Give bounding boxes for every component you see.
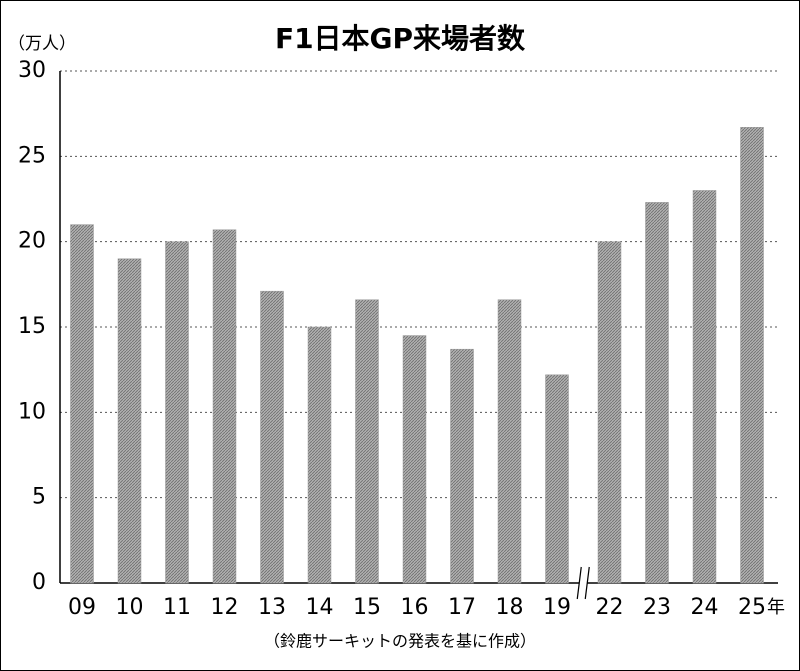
x-unit: 年 — [767, 597, 785, 618]
bar — [165, 241, 189, 584]
bar — [545, 374, 569, 584]
axis-break-gap — [579, 567, 588, 599]
bar — [70, 224, 94, 584]
y-tick-label: 5 — [32, 485, 46, 510]
x-tick-label: 22 — [596, 595, 624, 620]
chart-title: F1日本GP来場者数 — [275, 22, 526, 55]
x-tick-label: 18 — [496, 595, 524, 620]
x-tick-label: 10 — [116, 595, 144, 620]
bar — [645, 202, 669, 584]
y-tick-label: 25 — [18, 143, 46, 168]
x-tick-label: 13 — [258, 595, 286, 620]
x-tick-label: 24 — [691, 595, 719, 620]
bar — [692, 190, 717, 584]
source-note: （鈴鹿サーキットの発表を基に作成） — [264, 632, 536, 651]
axis-break — [576, 566, 582, 600]
y-tick-label: 15 — [18, 314, 46, 339]
axis-break — [584, 566, 590, 600]
x-tick-label: 16 — [401, 595, 429, 620]
x-tick-label: 23 — [643, 595, 671, 620]
bar — [260, 290, 284, 584]
bar — [355, 299, 379, 584]
bar — [117, 258, 142, 584]
y-tick-label: 30 — [18, 58, 46, 83]
bar — [212, 229, 237, 584]
bar — [740, 127, 764, 584]
bar — [307, 326, 332, 584]
bar — [597, 241, 622, 584]
bar — [450, 348, 474, 584]
x-tick-label: 25 — [738, 595, 766, 620]
x-tick-label: 12 — [211, 595, 239, 620]
bar — [497, 299, 522, 584]
y-unit: （万人） — [8, 34, 76, 54]
y-tick-label: 0 — [32, 570, 46, 595]
x-tick-label: 11 — [163, 595, 191, 620]
y-tick-label: 10 — [18, 399, 46, 424]
x-tick-label: 15 — [353, 595, 381, 620]
x-tick-label: 14 — [306, 595, 334, 620]
bar — [402, 335, 427, 584]
x-tick-label: 19 — [543, 595, 571, 620]
x-tick-label: 09 — [68, 595, 96, 620]
x-tick-label: 17 — [448, 595, 476, 620]
y-tick-label: 20 — [18, 229, 46, 254]
